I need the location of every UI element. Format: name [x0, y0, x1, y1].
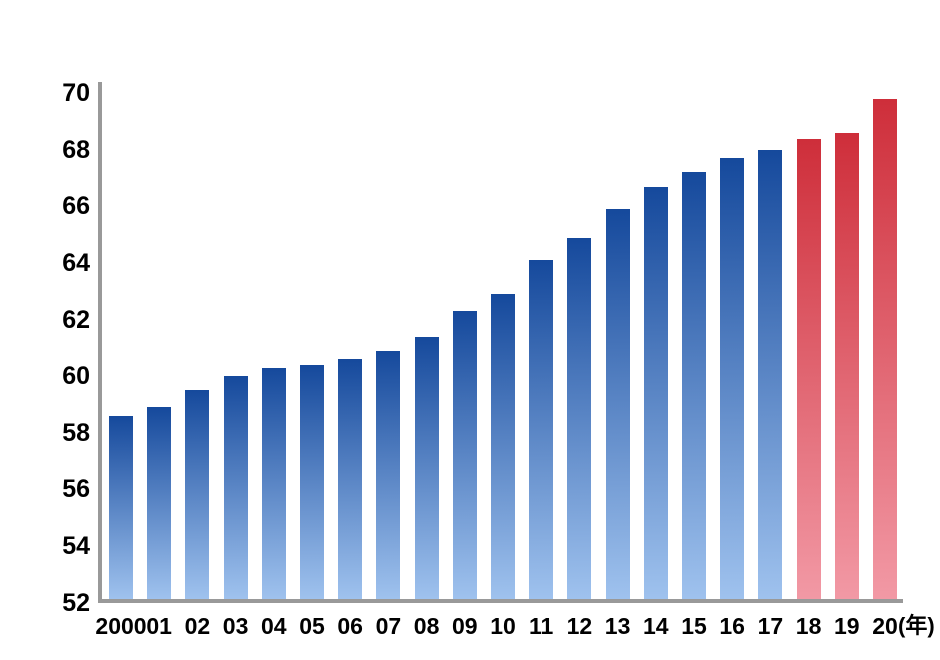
bar-10	[491, 294, 515, 599]
bar-09	[452, 311, 477, 599]
y-axis-line	[98, 82, 102, 603]
bar-02	[185, 390, 210, 599]
bar-07	[376, 350, 401, 599]
bar-2000	[109, 415, 133, 599]
x-tick-label-13: 13	[604, 613, 631, 639]
bar-11	[529, 260, 554, 599]
bar-05	[300, 364, 324, 599]
x-axis-unit-label: (年)	[898, 613, 935, 638]
bar-14	[643, 186, 668, 599]
x-tick-label-06: 06	[337, 613, 363, 639]
x-axis-line	[98, 599, 903, 603]
y-tick-label-66: 66	[62, 192, 90, 221]
x-tick-label-10: 10	[490, 613, 516, 639]
x-tick-label-16: 16	[719, 613, 745, 639]
bar-01	[147, 407, 172, 599]
x-tick-label-08: 08	[413, 613, 440, 639]
bar-13	[605, 209, 630, 599]
x-tick-label-01: 01	[146, 613, 172, 639]
bar-15	[682, 172, 706, 599]
x-tick-label-12: 12	[566, 613, 593, 639]
y-tick-label-56: 56	[62, 475, 90, 504]
bar-18	[796, 138, 821, 599]
bar-06	[338, 359, 363, 599]
y-tick-label-68: 68	[62, 135, 90, 164]
x-tick-label-02: 02	[184, 613, 211, 639]
y-tick-label-54: 54	[62, 531, 90, 560]
x-tick-label-17: 17	[757, 613, 784, 639]
bar-03	[223, 376, 248, 599]
x-tick-label-20: 20	[872, 613, 898, 639]
bar-08	[414, 336, 439, 599]
x-tick-label-09: 09	[452, 613, 478, 639]
bar-17	[758, 149, 783, 599]
bar-19	[834, 132, 859, 599]
x-tick-label-14: 14	[643, 613, 669, 639]
x-tick-label-04: 04	[261, 613, 287, 639]
x-tick-label-05: 05	[299, 613, 325, 639]
x-tick-label-07: 07	[375, 613, 402, 639]
x-tick-label-2000: 2000	[95, 613, 147, 639]
x-tick-label-11: 11	[529, 613, 554, 639]
x-tick-label-19: 19	[834, 613, 860, 639]
x-tick-label-15: 15	[681, 613, 707, 639]
bar-16	[720, 158, 745, 599]
y-tick-label-60: 60	[62, 362, 90, 391]
bar-20	[873, 98, 897, 599]
y-tick-label-58: 58	[62, 418, 90, 447]
x-tick-label-18: 18	[795, 613, 822, 639]
y-tick-label-62: 62	[62, 305, 90, 334]
x-tick-label-03: 03	[222, 613, 249, 639]
bar-12	[567, 237, 592, 599]
bar-04	[261, 367, 286, 599]
y-tick-label-52: 52	[62, 588, 90, 617]
y-tick-label-64: 64	[62, 249, 90, 278]
y-tick-label-70: 70	[62, 79, 90, 108]
